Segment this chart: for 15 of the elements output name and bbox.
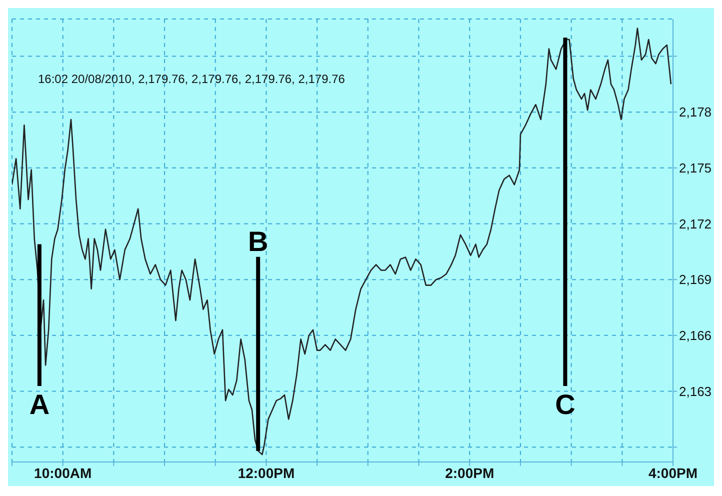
x-tick-label: 4:00PM (648, 464, 698, 481)
text: 16:02 20/08/2010, 2,179.76, 2,179.76, 2,179.76, 2,179.76 (38, 72, 345, 86)
x-tick-label: 10:00AM (34, 464, 92, 481)
y-tick-label: 2,166 (679, 328, 712, 344)
x-tick-label: 2:00PM (445, 464, 494, 481)
line-series (12, 28, 672, 456)
annotation: B (248, 226, 268, 257)
annotation: C (555, 389, 576, 420)
y-tick-label: 2,169 (679, 272, 712, 288)
x-tick-label: 12:00PM (238, 464, 295, 481)
y-tick-label: 2,163 (679, 384, 712, 399)
y-tick-label: 2,175 (679, 160, 712, 176)
y-tick-label: 2,178 (679, 104, 712, 120)
y-tick-label: 2,172 (679, 216, 712, 232)
annotation: A (29, 389, 50, 420)
